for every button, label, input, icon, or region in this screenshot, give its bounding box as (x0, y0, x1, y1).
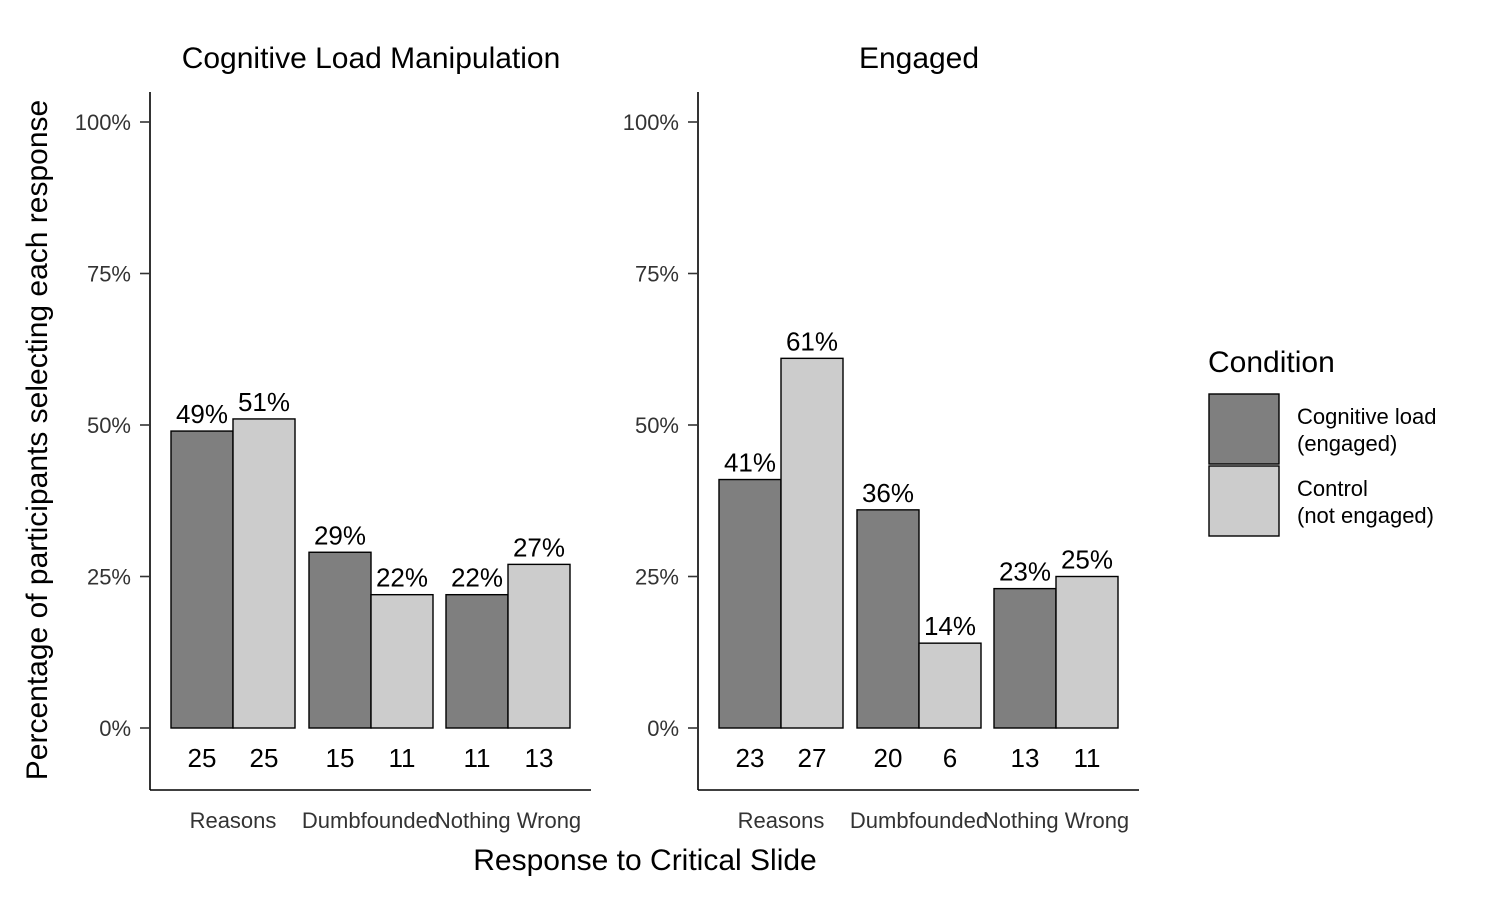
bar-value-label: 22% (376, 563, 428, 593)
bar (507, 563, 571, 729)
bar-count-label: 20 (874, 743, 903, 773)
bar-count-label: 25 (250, 743, 279, 773)
y-axis-title: Percentage of participants selecting eac… (21, 100, 54, 780)
bar-count-label: 11 (389, 743, 416, 773)
bar-count-label: 23 (736, 743, 765, 773)
bar-value-label: 61% (786, 326, 838, 356)
y-tick-label: 100% (623, 110, 679, 135)
y-tick-label: 0% (647, 716, 679, 741)
legend-label-line2: (engaged) (1297, 431, 1397, 456)
legend-swatch (1208, 393, 1280, 465)
bar (993, 587, 1057, 729)
bar-value-label: 41% (724, 448, 776, 478)
bar-value-label: 22% (451, 563, 503, 593)
bar-count-label: 13 (525, 743, 554, 773)
x-tick-label: Dumbfounded (850, 808, 988, 833)
y-tick-label: 25% (635, 565, 679, 590)
legend-swatch (1208, 465, 1280, 537)
x-tick-label: Nothing Wrong (435, 808, 581, 833)
x-axis-title: Response to Critical Slide (473, 844, 817, 877)
bar-value-label: 23% (999, 557, 1051, 587)
y-tick-label: 0% (99, 716, 131, 741)
x-tick-label: Dumbfounded (302, 808, 440, 833)
chart-panel-2: Engaged 0% 25% 50% 75% 100% 41% 23 61% 27 Reasons 3… (623, 42, 1139, 833)
bar-count-label: 15 (326, 743, 355, 773)
bar (170, 430, 234, 729)
legend: Condition Cognitive load(engaged) Control(… (1208, 346, 1436, 537)
bar (308, 551, 372, 729)
x-tick-label: Reasons (738, 808, 825, 833)
bar-value-label: 25% (1061, 545, 1113, 575)
bar-value-label: 27% (513, 532, 565, 562)
bar (370, 593, 434, 729)
bar-count-label: 27 (798, 743, 827, 773)
bar (445, 593, 509, 729)
y-tick-label: 50% (87, 413, 131, 438)
x-tick-label: Nothing Wrong (983, 808, 1129, 833)
bar (232, 418, 296, 729)
panel-title: Engaged (859, 42, 979, 75)
bar-count-label: 25 (188, 743, 217, 773)
bar (1055, 575, 1119, 729)
bar-count-label: 11 (1074, 743, 1101, 773)
bar (918, 642, 982, 729)
chart-panel-1: Cognitive Load Manipulation 0% 25% 50% 75% 10… (75, 42, 591, 833)
bar-count-label: 11 (464, 743, 491, 773)
bar (718, 478, 782, 729)
y-tick-label: 50% (635, 413, 679, 438)
y-tick-label: 100% (75, 110, 131, 135)
legend-label-line2: (not engaged) (1297, 503, 1434, 528)
y-tick-label: 75% (87, 262, 131, 287)
y-tick-label: 75% (635, 262, 679, 287)
bar-count-label: 13 (1011, 743, 1040, 773)
bar-value-label: 49% (176, 399, 228, 429)
bar-value-label: 36% (862, 478, 914, 508)
bar (780, 357, 844, 729)
bar-value-label: 51% (238, 387, 290, 417)
chart-panels: Cognitive Load Manipulation 0% 25% 50% 75% 10… (75, 42, 1139, 833)
legend-label-line1: Cognitive load (1297, 404, 1436, 429)
bar (856, 509, 920, 729)
y-tick-label: 25% (87, 565, 131, 590)
bar-value-label: 14% (924, 611, 976, 641)
bar-value-label: 29% (314, 520, 366, 550)
x-tick-label: Reasons (190, 808, 277, 833)
legend-title: Condition (1208, 346, 1335, 379)
panel-title: Cognitive Load Manipulation (182, 42, 561, 75)
bar-count-label: 6 (943, 743, 957, 773)
legend-label-line1: Control (1297, 476, 1368, 501)
